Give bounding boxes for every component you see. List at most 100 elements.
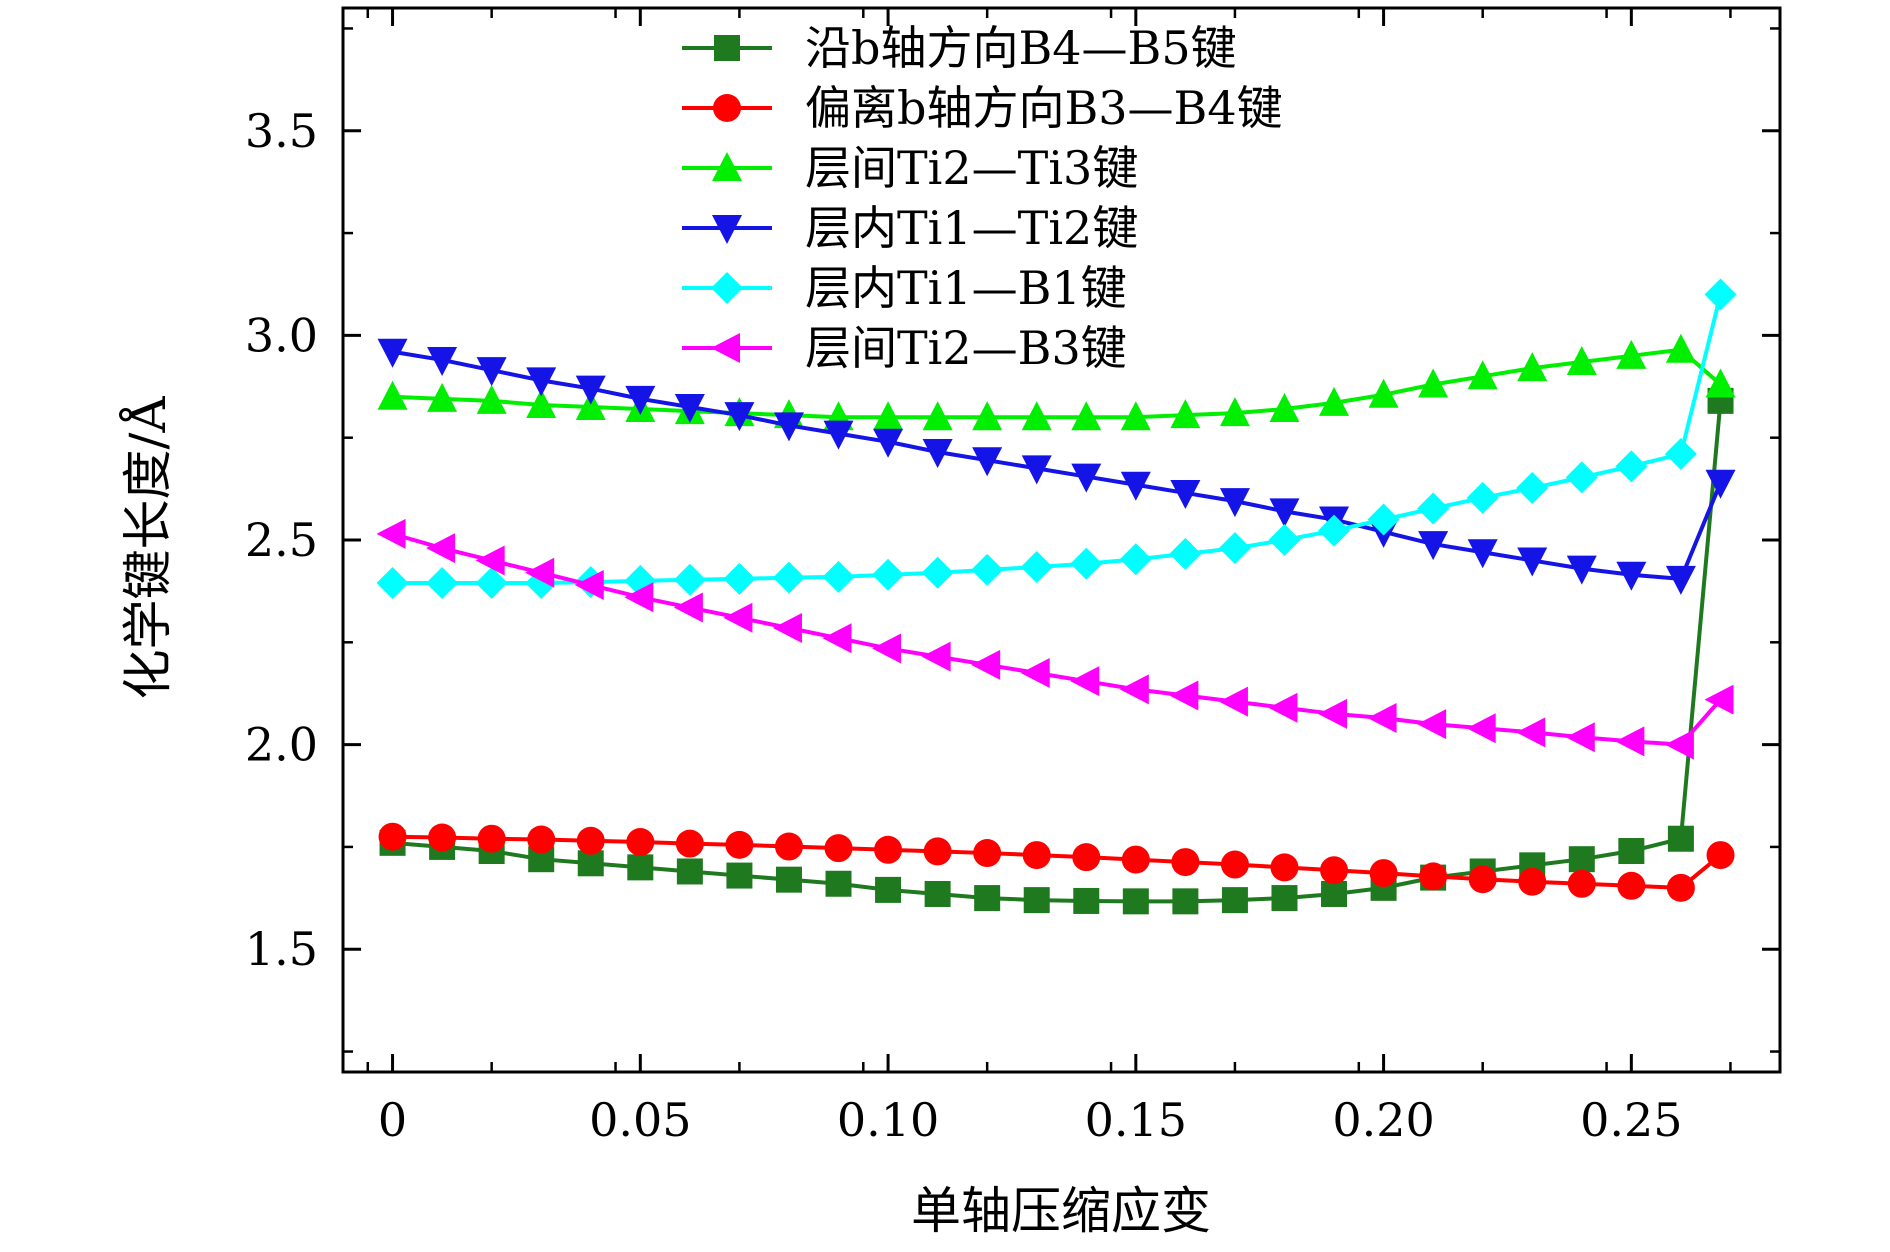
x-axis-title: 单轴压缩应变 xyxy=(911,1182,1211,1240)
data-point xyxy=(726,862,753,889)
data-point xyxy=(673,592,703,623)
data-point xyxy=(1122,888,1149,915)
data-point xyxy=(1704,684,1734,715)
data-point xyxy=(973,839,1002,868)
data-point xyxy=(875,876,902,903)
data-point xyxy=(526,367,557,397)
x-tick-label: 0.05 xyxy=(589,1093,691,1147)
data-point xyxy=(1119,674,1149,705)
legend-entry: 层间Ti2—Ti3键 xyxy=(682,141,1138,195)
data-point xyxy=(1666,873,1695,902)
y-tick-label: 3.5 xyxy=(245,104,318,158)
data-point xyxy=(1369,859,1398,888)
series-5 xyxy=(376,278,1737,599)
data-point xyxy=(1170,479,1201,509)
data-point xyxy=(772,561,805,594)
data-point xyxy=(872,633,902,664)
data-point xyxy=(922,439,953,469)
y-tick-label: 1.5 xyxy=(245,922,318,976)
data-point xyxy=(476,384,507,414)
data-point xyxy=(1567,869,1596,898)
data-point xyxy=(675,829,704,858)
data-point xyxy=(775,866,802,893)
data-point xyxy=(477,824,506,853)
data-point xyxy=(971,553,1004,586)
data-point xyxy=(921,556,954,589)
data-point xyxy=(378,822,407,851)
data-point xyxy=(1565,461,1598,494)
data-point xyxy=(376,566,409,599)
data-point xyxy=(426,566,459,599)
data-point xyxy=(428,823,457,852)
legend-label: 层内Ti1—Ti2键 xyxy=(805,201,1138,255)
y-tick-label: 3.0 xyxy=(245,308,318,362)
series-line xyxy=(392,400,1723,904)
data-point xyxy=(1320,856,1349,885)
data-point xyxy=(1073,887,1100,914)
data-point xyxy=(426,533,456,564)
x-tick-label: 0.15 xyxy=(1085,1093,1187,1147)
data-point xyxy=(1120,471,1151,501)
data-point xyxy=(377,380,408,410)
data-point xyxy=(1616,339,1647,369)
series-line xyxy=(392,293,1723,585)
data-point xyxy=(1218,532,1251,565)
data-point xyxy=(376,518,406,549)
data-point xyxy=(1516,717,1546,748)
data-point xyxy=(1071,401,1102,431)
x-tick-label: 0.10 xyxy=(837,1093,939,1147)
legend-marker xyxy=(712,152,742,181)
legend-entry: 层内Ti1—Ti2键 xyxy=(682,201,1138,255)
data-point xyxy=(1268,524,1301,556)
data-point xyxy=(1616,561,1647,591)
data-point xyxy=(1705,469,1736,499)
data-point xyxy=(971,649,1001,680)
data-point xyxy=(1219,397,1250,427)
data-point xyxy=(723,562,756,595)
data-point xyxy=(1269,393,1300,423)
data-point xyxy=(1070,666,1100,697)
data-point xyxy=(1268,692,1298,723)
data-point xyxy=(1617,871,1646,900)
legend-entry: 沿b轴方向B4—B5键 xyxy=(682,21,1237,75)
data-point xyxy=(1566,555,1597,585)
legend-marker xyxy=(711,333,740,363)
data-point xyxy=(574,570,604,601)
data-point xyxy=(873,428,904,458)
series-layer xyxy=(376,278,1737,915)
data-point xyxy=(576,826,605,855)
legend-marker xyxy=(711,272,743,304)
data-point xyxy=(427,346,458,376)
data-point xyxy=(674,394,705,423)
x-tick-label: 0.25 xyxy=(1580,1093,1682,1147)
data-point xyxy=(923,837,952,866)
data-point xyxy=(1318,698,1348,729)
data-point xyxy=(1121,845,1150,874)
data-point xyxy=(1120,401,1151,431)
series-3 xyxy=(377,333,1736,431)
data-point xyxy=(822,560,855,593)
data-point xyxy=(1568,846,1595,873)
series-line xyxy=(392,834,1722,890)
series-6 xyxy=(376,518,1734,760)
data-point xyxy=(1220,850,1249,879)
data-point xyxy=(1221,887,1248,914)
data-point xyxy=(1072,843,1101,872)
data-point xyxy=(427,382,458,412)
data-point xyxy=(525,557,555,588)
data-point xyxy=(1170,399,1201,429)
legend-marker xyxy=(713,94,741,122)
series-line xyxy=(391,531,1723,747)
data-point xyxy=(575,391,606,420)
data-point xyxy=(974,885,1001,912)
data-point xyxy=(377,338,408,368)
data-point xyxy=(774,832,803,861)
data-point xyxy=(1319,386,1350,416)
data-point xyxy=(625,385,656,415)
data-point xyxy=(1070,547,1103,580)
data-point xyxy=(1516,472,1549,505)
data-point xyxy=(673,563,706,596)
data-point xyxy=(1467,539,1498,569)
